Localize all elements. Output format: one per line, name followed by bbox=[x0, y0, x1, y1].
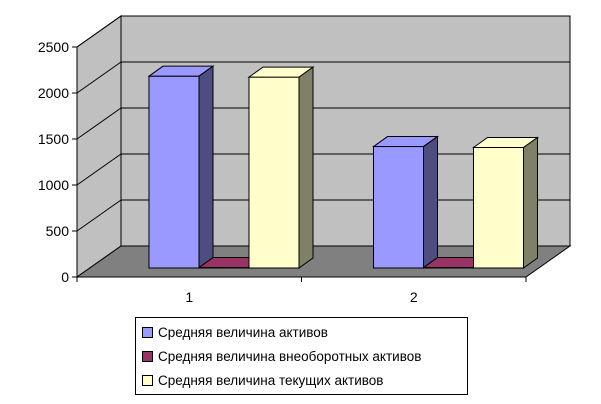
legend-swatch-series-3 bbox=[142, 374, 153, 386]
gridline-side bbox=[76, 153, 122, 186]
bar-series-1 bbox=[371, 135, 440, 269]
bar-front bbox=[373, 146, 424, 269]
bar-front bbox=[473, 146, 524, 269]
y-tick-label: 2000 bbox=[38, 85, 69, 101]
gridline-side bbox=[76, 15, 122, 48]
bar-front bbox=[148, 75, 200, 269]
bar-front bbox=[248, 76, 300, 269]
legend-swatch-series-1 bbox=[142, 326, 153, 338]
y-tick-label: 1000 bbox=[38, 177, 69, 193]
legend-item: Средняя величина текущих активов bbox=[142, 371, 383, 389]
bar-side bbox=[523, 136, 538, 269]
legend-label: Средняя величина текущих активов bbox=[158, 372, 384, 388]
gridline-side bbox=[76, 61, 122, 94]
legend-swatch-series-2 bbox=[142, 350, 153, 362]
y-tick-label: 500 bbox=[46, 223, 70, 239]
x-tick-label: 2 bbox=[410, 289, 418, 305]
bar-series-1 bbox=[147, 65, 215, 269]
y-tick-label: 2500 bbox=[38, 39, 69, 55]
y-tick-label: 0 bbox=[61, 269, 69, 285]
legend-label: Средняя величина активов bbox=[158, 324, 328, 340]
legend-item: Средняя величина внеоборотных активов bbox=[142, 347, 421, 365]
side-wall bbox=[76, 15, 122, 278]
legend-item: Средняя величина активов bbox=[142, 323, 328, 341]
bars bbox=[147, 65, 540, 269]
bar-series-3 bbox=[471, 136, 540, 269]
gridline-side bbox=[76, 199, 122, 232]
bar-side bbox=[198, 65, 214, 269]
bar-side bbox=[298, 66, 314, 269]
y-tick-labels: 0 500 1000 1500 2000 2500 bbox=[38, 39, 69, 285]
x-tick-label: 1 bbox=[185, 289, 193, 305]
bar-series-3 bbox=[247, 66, 315, 269]
axes bbox=[72, 46, 527, 282]
legend-label: Средняя величина внеоборотных активов bbox=[158, 348, 422, 364]
y-tick-label: 1500 bbox=[38, 131, 69, 147]
legend: Средняя величина активов Средняя величин… bbox=[135, 317, 468, 395]
bar-side bbox=[423, 135, 438, 269]
gridline-side bbox=[76, 107, 122, 140]
